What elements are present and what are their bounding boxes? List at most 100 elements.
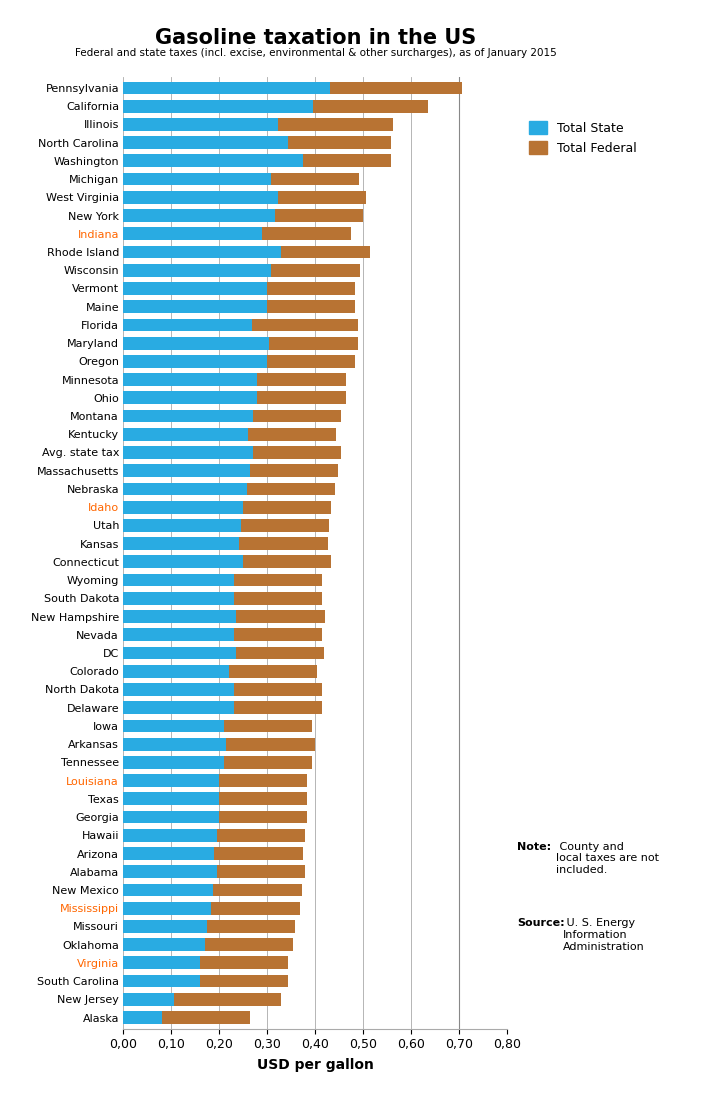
Bar	[330, 81, 462, 95]
Bar	[123, 409, 253, 422]
Text: Source:: Source:	[517, 918, 565, 928]
Bar	[234, 702, 322, 714]
Bar	[205, 938, 293, 952]
Bar	[217, 866, 305, 878]
Bar	[123, 683, 234, 696]
Bar	[207, 920, 296, 933]
Bar	[123, 993, 174, 1005]
Bar	[123, 738, 226, 750]
Bar	[267, 282, 355, 295]
Bar	[123, 464, 250, 477]
Bar	[270, 337, 358, 350]
Bar	[123, 173, 271, 186]
Bar	[277, 191, 366, 204]
Bar	[123, 628, 234, 641]
Bar	[123, 829, 217, 842]
Bar	[174, 993, 281, 1005]
Bar	[123, 392, 258, 404]
Bar	[123, 483, 247, 495]
Bar	[214, 847, 303, 860]
X-axis label: USD per gallon: USD per gallon	[256, 1058, 374, 1072]
Bar	[123, 556, 243, 569]
Bar	[234, 574, 322, 586]
Bar	[253, 409, 341, 422]
Bar	[239, 537, 327, 550]
Bar	[123, 337, 270, 350]
Bar	[123, 811, 219, 824]
Bar	[252, 319, 358, 331]
Bar	[123, 319, 252, 331]
Bar	[123, 519, 241, 531]
Bar	[123, 920, 207, 933]
Bar	[123, 610, 237, 623]
Bar	[243, 500, 332, 514]
Bar	[123, 719, 224, 733]
Bar	[123, 191, 277, 204]
Bar	[219, 792, 308, 805]
Bar	[123, 975, 200, 988]
Bar	[267, 355, 356, 367]
Bar	[123, 537, 239, 550]
Text: Gasoline taxation in the US: Gasoline taxation in the US	[155, 28, 476, 47]
Bar	[123, 245, 282, 258]
Bar	[123, 209, 275, 222]
Bar	[226, 738, 315, 750]
Bar	[282, 245, 370, 258]
Bar	[234, 592, 322, 605]
Bar	[250, 464, 338, 477]
Bar	[123, 957, 200, 969]
Bar	[123, 938, 205, 952]
Bar	[247, 483, 335, 495]
Bar	[123, 574, 234, 586]
Bar	[258, 392, 346, 404]
Bar	[237, 610, 325, 623]
Bar	[123, 228, 263, 240]
Bar	[236, 647, 324, 659]
Bar	[123, 664, 229, 678]
Bar	[123, 447, 253, 459]
Bar	[229, 664, 317, 678]
Bar	[253, 447, 341, 459]
Text: U. S. Energy
Information
Administration: U. S. Energy Information Administration	[563, 918, 645, 952]
Bar	[123, 264, 272, 276]
Bar	[313, 100, 428, 112]
Bar	[123, 792, 219, 805]
Bar	[123, 756, 224, 769]
Bar	[271, 173, 359, 186]
Text: County and
local taxes are not
included.: County and local taxes are not included.	[556, 842, 659, 874]
Bar	[267, 300, 356, 313]
Bar	[303, 154, 391, 167]
Bar	[123, 300, 267, 313]
Bar	[123, 902, 211, 914]
Bar	[263, 228, 351, 240]
Bar	[277, 118, 393, 131]
Bar	[123, 592, 234, 605]
Text: Federal and state taxes (incl. excise, environmental & other surcharges), as of : Federal and state taxes (incl. excise, e…	[75, 48, 556, 58]
Bar	[224, 756, 312, 769]
Bar	[123, 774, 219, 786]
Bar	[123, 866, 217, 878]
Bar	[123, 136, 288, 149]
Bar	[211, 902, 300, 914]
Bar	[219, 774, 308, 786]
Bar	[123, 373, 258, 386]
Bar	[123, 118, 277, 131]
Bar	[224, 719, 312, 733]
Bar	[123, 1011, 161, 1024]
Bar	[123, 154, 303, 167]
Bar	[123, 355, 267, 367]
Bar	[272, 264, 360, 276]
Bar	[258, 373, 346, 386]
Bar	[248, 428, 336, 441]
Bar	[123, 282, 267, 295]
Bar	[161, 1011, 250, 1024]
Bar	[123, 847, 214, 860]
Bar	[241, 519, 329, 531]
Text: Note:: Note:	[517, 842, 551, 851]
Bar	[123, 500, 243, 514]
Bar	[123, 883, 213, 896]
Bar	[123, 100, 313, 112]
Bar	[123, 702, 234, 714]
Bar	[217, 829, 305, 842]
Bar	[243, 556, 332, 569]
